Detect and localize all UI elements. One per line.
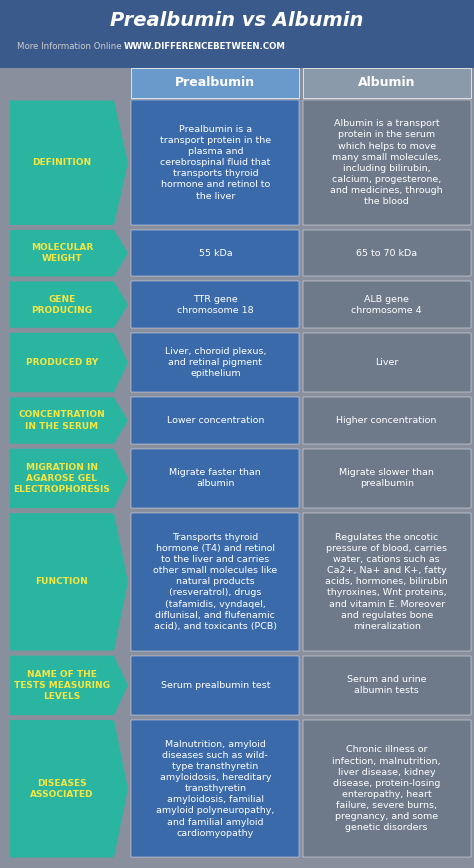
Text: Albumin is a transport
protein in the serum
which helps to move
many small molec: Albumin is a transport protein in the se… [330, 120, 443, 206]
Text: Liver, choroid plexus,
and retinal pigment
epithelium: Liver, choroid plexus, and retinal pigme… [164, 347, 266, 378]
Text: Transports thyroid
hormone (T4) and retinol
to the liver and carries
other small: Transports thyroid hormone (T4) and reti… [153, 533, 277, 631]
FancyBboxPatch shape [131, 230, 299, 276]
Polygon shape [10, 101, 128, 225]
Text: FUNCTION: FUNCTION [36, 577, 88, 587]
Text: MIGRATION IN
AGAROSE GEL
ELECTROPHORESIS: MIGRATION IN AGAROSE GEL ELECTROPHORESIS [14, 463, 110, 494]
Polygon shape [10, 449, 128, 508]
FancyBboxPatch shape [303, 332, 471, 392]
FancyBboxPatch shape [131, 68, 299, 98]
Text: Albumin: Albumin [358, 76, 415, 89]
Text: GENE
PRODUCING: GENE PRODUCING [31, 294, 92, 315]
FancyBboxPatch shape [131, 101, 299, 225]
Text: Lower concentration: Lower concentration [167, 416, 264, 425]
Text: Prealbumin is a
transport protein in the
plasma and
cerebrospinal fluid that
tra: Prealbumin is a transport protein in the… [160, 125, 271, 201]
FancyBboxPatch shape [131, 281, 299, 328]
FancyBboxPatch shape [303, 449, 471, 508]
FancyBboxPatch shape [131, 449, 299, 508]
Text: TTR gene
chromosome 18: TTR gene chromosome 18 [177, 294, 254, 315]
Text: CONCENTRATION
IN THE SERUM: CONCENTRATION IN THE SERUM [18, 411, 105, 431]
Text: NAME OF THE
TESTS MEASURING
LEVELS: NAME OF THE TESTS MEASURING LEVELS [14, 670, 110, 701]
Polygon shape [10, 281, 128, 328]
FancyBboxPatch shape [303, 720, 471, 858]
FancyBboxPatch shape [0, 0, 474, 68]
FancyBboxPatch shape [303, 398, 471, 444]
Text: PRODUCED BY: PRODUCED BY [26, 358, 98, 367]
Text: ALB gene
chromosome 4: ALB gene chromosome 4 [351, 294, 422, 315]
Text: MOLECULAR
WEIGHT: MOLECULAR WEIGHT [31, 243, 93, 263]
Text: Prealbumin vs Albumin: Prealbumin vs Albumin [110, 10, 364, 30]
Polygon shape [10, 720, 128, 858]
Text: Serum and urine
albumin tests: Serum and urine albumin tests [347, 675, 427, 695]
Text: DEFINITION: DEFINITION [32, 158, 91, 168]
Text: 65 to 70 kDa: 65 to 70 kDa [356, 248, 417, 258]
FancyBboxPatch shape [131, 655, 299, 715]
FancyBboxPatch shape [303, 101, 471, 225]
FancyBboxPatch shape [131, 720, 299, 858]
Polygon shape [10, 655, 128, 715]
FancyBboxPatch shape [303, 655, 471, 715]
Polygon shape [10, 332, 128, 392]
Text: Migrate slower than
prealbumin: Migrate slower than prealbumin [339, 469, 434, 489]
Text: Liver: Liver [375, 358, 398, 367]
Text: Chronic illness or
infection, malnutrition,
liver disease, kidney
disease, prote: Chronic illness or infection, malnutriti… [332, 746, 441, 832]
Text: Regulates the oncotic
pressure of blood, carries
water, cations such as
Ca2+, Na: Regulates the oncotic pressure of blood,… [325, 533, 448, 631]
Text: Higher concentration: Higher concentration [337, 416, 437, 425]
FancyBboxPatch shape [303, 513, 471, 651]
Text: Prealbumin: Prealbumin [175, 76, 255, 89]
FancyBboxPatch shape [303, 281, 471, 328]
Polygon shape [10, 513, 128, 651]
Text: Malnutrition, amyloid
diseases such as wild-
type transthyretin
amyloidosis, her: Malnutrition, amyloid diseases such as w… [156, 740, 274, 838]
FancyBboxPatch shape [131, 398, 299, 444]
Text: WWW.DIFFERENCEBETWEEN.COM: WWW.DIFFERENCEBETWEEN.COM [124, 42, 286, 50]
FancyBboxPatch shape [131, 513, 299, 651]
FancyBboxPatch shape [303, 68, 471, 98]
Polygon shape [10, 230, 128, 276]
Text: More Information Online: More Information Online [17, 42, 124, 50]
Text: Serum prealbumin test: Serum prealbumin test [161, 681, 270, 690]
Polygon shape [10, 398, 128, 444]
Text: Migrate faster than
albumin: Migrate faster than albumin [170, 469, 261, 489]
FancyBboxPatch shape [303, 230, 471, 276]
Text: DISEASES
ASSOCIATED: DISEASES ASSOCIATED [30, 779, 94, 799]
FancyBboxPatch shape [131, 332, 299, 392]
Text: 55 kDa: 55 kDa [199, 248, 232, 258]
